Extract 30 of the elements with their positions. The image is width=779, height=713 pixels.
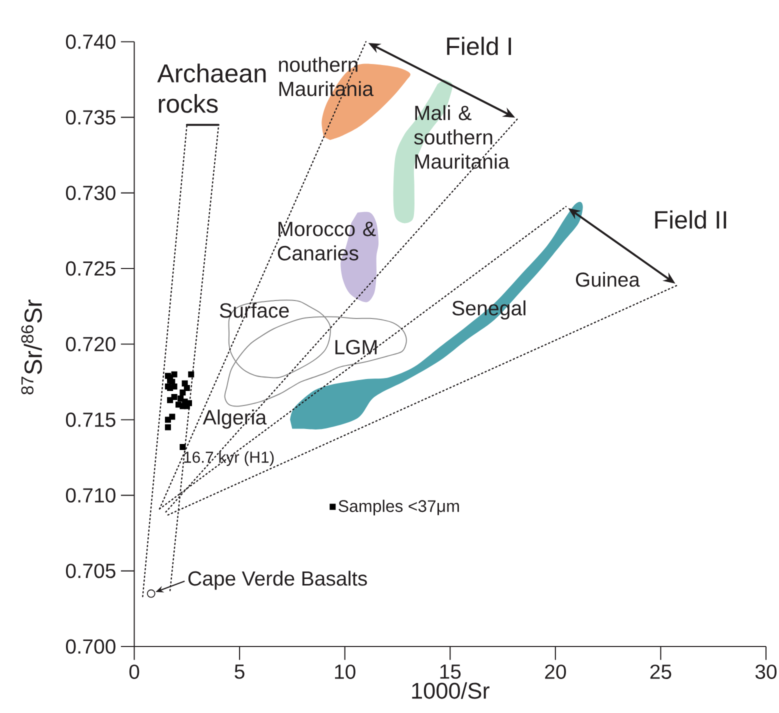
y-tick-label: 0.710 [66,488,116,503]
annotation: Field II [655,210,726,229]
annotation: Algeria [202,410,267,429]
x-tick-label: 0 [129,664,140,680]
y-tick-label: 0.725 [66,261,116,276]
series-label: Mali & southern Mauritania [414,105,510,169]
y-tick-label: 0.740 [66,34,116,49]
y-tick-label: 0.705 [66,564,116,578]
x-tick-label: 5 [234,664,244,679]
annotation: LGM [335,340,377,354]
x-tick-label: 15 [440,664,461,679]
y-axis-title: $^{87}$Sr/$^{86}$Sr [21,300,42,394]
annotation: 16.7 kyr (H1) [184,451,274,466]
legend-label: Samples <37μm [338,500,459,516]
y-tick-label: 0.730 [66,186,116,200]
x-tick-label: 20 [545,664,566,680]
x-tick-label: 25 [650,664,672,680]
y-tick-label: 0.720 [66,336,116,352]
x-tick-label: 30 [755,664,777,680]
x-tick-label: 10 [335,664,356,680]
y-tick-label: 0.715 [66,412,116,427]
y-tick-label: 0.700 [66,639,116,654]
y-tick-label: 0.735 [66,110,116,125]
x-axis-title: 1000/Sr [412,682,490,699]
annotation: Field I [447,36,511,56]
series-label: Archaean rocks [157,64,266,113]
annotation: Cape Verde Basalts [188,570,367,590]
annotation: Guinea [576,272,640,287]
series-label: Morocco & Canaries [278,222,376,260]
annotation: Surface [220,302,289,318]
